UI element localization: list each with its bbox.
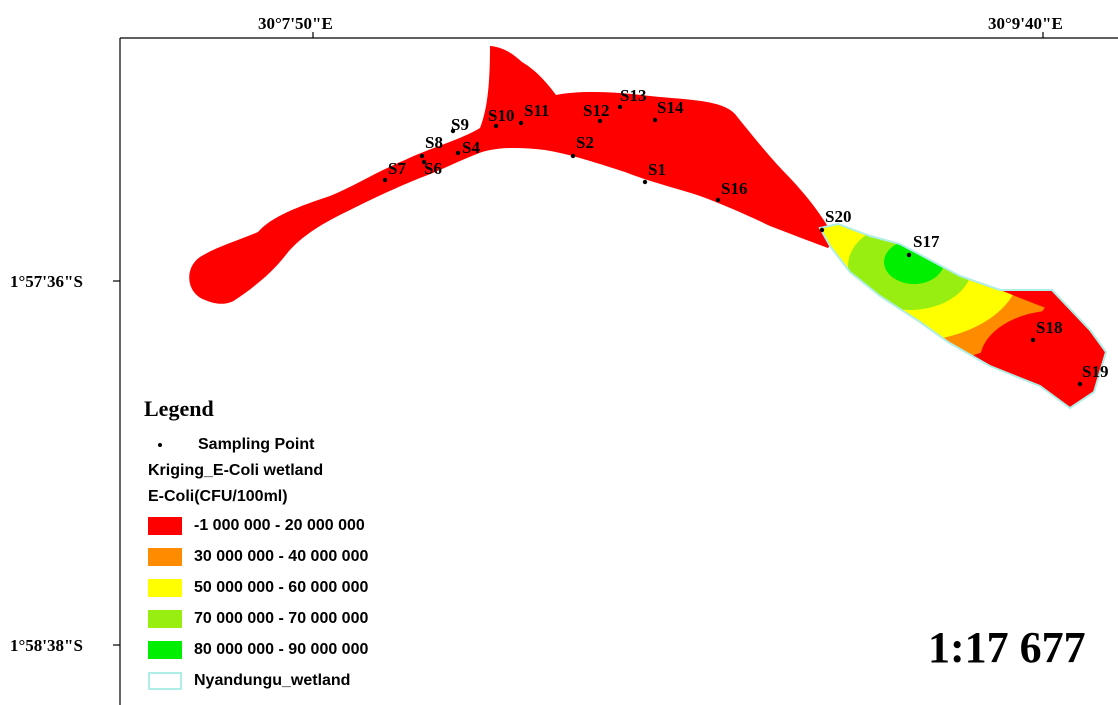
legend-class-label: -1 000 000 - 20 000 000 <box>194 516 365 534</box>
legend-class-0: -1 000 000 - 20 000 000 <box>148 510 368 541</box>
map-frame <box>113 32 1118 705</box>
sampling-point-label-s9: S9 <box>451 115 469 134</box>
sampling-point-labels: S1 S2 S4 S6 S7 S8 S9 S10 S11 S12 S13 S14 S16 S17 S18 S1… <box>388 86 1108 381</box>
sampling-point-s16 <box>715 197 721 203</box>
sampling-point-s4 <box>455 150 461 156</box>
sampling-point-s19 <box>1077 381 1083 387</box>
legend-class-3: 70 000 000 - 70 000 000 <box>148 603 368 634</box>
wetland-west-zone <box>189 46 834 304</box>
sampling-point-s13 <box>617 104 623 110</box>
legend-class-label: 30 000 000 - 40 000 000 <box>194 547 369 565</box>
lon-label-east: 30°9'40"E <box>988 14 1063 33</box>
legend-boundary-label: Nyandungu_wetland <box>194 671 351 689</box>
legend-layer-name: Kriging_E-Coli wetland <box>148 462 324 479</box>
sampling-point-label-s10: S10 <box>488 106 514 125</box>
legend-class-label: 70 000 000 - 70 000 000 <box>194 609 369 627</box>
sampling-point-label-s17: S17 <box>913 232 940 251</box>
lon-label-west: 30°7'50"E <box>258 14 333 33</box>
legend-swatch <box>148 609 182 628</box>
sampling-point-s9 <box>450 128 456 134</box>
wetland-boundary <box>818 222 1108 410</box>
sampling-point-label-s12: S12 <box>583 101 609 120</box>
sampling-point-label-s8: S8 <box>425 133 443 152</box>
sampling-point-label-s2: S2 <box>576 133 594 152</box>
legend-class-1: 30 000 000 - 40 000 000 <box>148 541 368 572</box>
scale-ratio: 1:17 677 <box>928 623 1086 672</box>
legend-field-name: E-Coli(CFU/100ml) <box>148 488 288 505</box>
sampling-point-label-s14: S14 <box>657 98 684 117</box>
sampling-point-label-s6: S6 <box>424 159 442 178</box>
legend: Legend Sampling Point Kriging_E-Coli wet… <box>144 396 368 696</box>
sampling-point-s20 <box>819 227 825 233</box>
legend-class-label: 50 000 000 - 60 000 000 <box>194 578 369 596</box>
sampling-point-symbol <box>158 443 162 447</box>
sampling-point-label-s1: S1 <box>648 160 666 179</box>
sampling-point-s11 <box>518 120 524 126</box>
sampling-point-label-s7: S7 <box>388 159 406 178</box>
legend-swatch <box>148 640 182 659</box>
sampling-point-s10 <box>493 123 499 129</box>
sampling-point-label-s18: S18 <box>1036 318 1062 337</box>
legend-swatch-boundary <box>148 671 182 690</box>
legend-boundary: Nyandungu_wetland <box>148 665 368 696</box>
legend-class-4: 80 000 000 - 90 000 000 <box>148 634 368 665</box>
sampling-point-s14 <box>652 117 658 123</box>
legend-swatch <box>148 547 182 566</box>
sampling-point-s18 <box>1030 337 1036 343</box>
lat-label-north: 1°57'36"S <box>10 272 83 291</box>
legend-swatch <box>148 516 182 535</box>
sampling-point-s1 <box>642 179 648 185</box>
sampling-point-s7 <box>382 177 388 183</box>
legend-class-2: 50 000 000 - 60 000 000 <box>148 572 368 603</box>
sampling-point-label: Sampling Point <box>198 436 315 453</box>
sampling-point-label-s13: S13 <box>620 86 646 105</box>
sampling-point-label-s16: S16 <box>721 179 747 198</box>
sampling-point-s17 <box>906 252 912 258</box>
legend-swatch <box>148 578 182 597</box>
sampling-point-label-s19: S19 <box>1082 362 1108 381</box>
sampling-point-label-s4: S4 <box>462 138 480 157</box>
sampling-point-s6 <box>421 159 427 165</box>
sampling-point-s12 <box>597 118 603 124</box>
sampling-points <box>382 104 1083 387</box>
sampling-point-s2 <box>570 153 576 159</box>
legend-class-label: 80 000 000 - 90 000 000 <box>194 640 369 658</box>
legend-title: Legend <box>144 396 214 421</box>
sampling-point-label-s11: S11 <box>524 101 550 120</box>
sampling-point-s8 <box>419 153 425 159</box>
lat-label-south: 1°58'38"S <box>10 636 83 655</box>
sampling-point-label-s20: S20 <box>825 207 851 226</box>
legend-sampling-point: Sampling Point <box>148 432 368 458</box>
